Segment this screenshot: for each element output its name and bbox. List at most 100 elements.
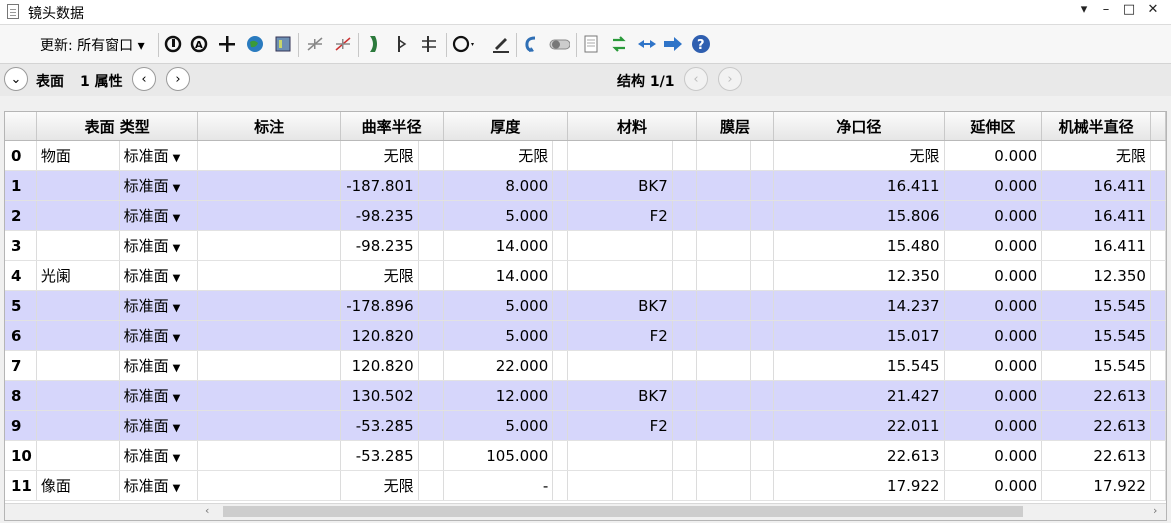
material-solve-cell[interactable] — [672, 410, 697, 441]
dropdown-arrow-icon[interactable]: ▼ — [172, 363, 181, 374]
next-surface-button[interactable]: › — [166, 67, 190, 91]
extra-cell[interactable] — [1150, 230, 1166, 261]
surface-type-select[interactable]: 标准面 ▼ — [119, 170, 199, 201]
mech-semi-dia-cell[interactable]: 无限 — [1041, 140, 1151, 171]
radius-solve-cell[interactable] — [418, 410, 444, 441]
column-header-comment[interactable]: 标注 — [197, 112, 341, 141]
table-row[interactable]: 9 标准面 ▼ -53.285 5.000 F2 22.011 0.000 22.613 — [5, 410, 1166, 441]
chip-zone-cell[interactable]: 0.000 — [944, 410, 1043, 441]
thickness-cell[interactable]: 14.000 — [443, 230, 554, 261]
radius-solve-cell[interactable] — [418, 320, 444, 351]
surface-type-select[interactable]: 标准面 ▼ — [119, 290, 199, 321]
mech-semi-dia-cell[interactable]: 15.545 — [1041, 320, 1151, 351]
dropdown-arrow-icon[interactable]: ▼ — [172, 393, 181, 404]
coating-solve-cell[interactable] — [750, 290, 775, 321]
clear-semi-dia-cell[interactable]: 15.545 — [773, 350, 945, 381]
surface-comment-name[interactable]: 光阑 — [36, 260, 120, 291]
surface-comment-name[interactable]: 像面 — [36, 470, 120, 501]
radius-solve-cell[interactable] — [418, 230, 444, 261]
coating-cell[interactable] — [696, 140, 752, 171]
undo-icon[interactable] — [520, 33, 542, 55]
surface-comment-name[interactable] — [36, 440, 120, 471]
lens-add-icon[interactable] — [304, 33, 326, 55]
coating-cell[interactable] — [696, 200, 752, 231]
coating-solve-cell[interactable] — [750, 440, 775, 471]
extra-cell[interactable] — [1150, 470, 1166, 501]
radius-cell[interactable]: -98.235 — [340, 230, 419, 261]
extra-cell[interactable] — [1150, 380, 1166, 411]
radius-solve-cell[interactable] — [418, 170, 444, 201]
sheet-icon[interactable] — [580, 33, 602, 55]
radius-solve-cell[interactable] — [418, 350, 444, 381]
chip-zone-cell[interactable]: 0.000 — [944, 170, 1043, 201]
chip-zone-cell[interactable]: 0.000 — [944, 470, 1043, 501]
material-cell[interactable] — [567, 350, 673, 381]
lens-remove-icon[interactable] — [332, 33, 354, 55]
map-icon[interactable] — [272, 33, 294, 55]
clear-semi-dia-cell[interactable]: 17.922 — [773, 470, 945, 501]
arrow-right-icon[interactable] — [662, 33, 684, 55]
thickness-cell[interactable]: - — [443, 470, 554, 501]
comment-cell[interactable] — [197, 200, 341, 231]
column-header-radius[interactable]: 曲率半径 — [340, 112, 444, 141]
coating-solve-cell[interactable] — [750, 140, 775, 171]
comment-cell[interactable] — [197, 440, 341, 471]
extra-cell[interactable] — [1150, 320, 1166, 351]
extra-cell[interactable] — [1150, 350, 1166, 381]
thickness-cell[interactable]: 8.000 — [443, 170, 554, 201]
material-cell[interactable]: F2 — [567, 320, 673, 351]
scroll-left-icon[interactable]: ‹ — [205, 504, 210, 517]
mech-semi-dia-cell[interactable]: 15.545 — [1041, 350, 1151, 381]
coating-solve-cell[interactable] — [750, 410, 775, 441]
mech-semi-dia-cell[interactable]: 15.545 — [1041, 290, 1151, 321]
comment-cell[interactable] — [197, 170, 341, 201]
thickness-cell[interactable]: 14.000 — [443, 260, 554, 291]
globe-icon[interactable] — [244, 33, 266, 55]
extra-cell[interactable] — [1150, 170, 1166, 201]
surface-comment-name[interactable] — [36, 350, 120, 381]
coating-cell[interactable] — [696, 440, 752, 471]
mech-semi-dia-cell[interactable]: 16.411 — [1041, 230, 1151, 261]
chip-zone-cell[interactable]: 0.000 — [944, 200, 1043, 231]
column-header-index[interactable] — [5, 112, 37, 141]
coating-solve-cell[interactable] — [750, 230, 775, 261]
column-header-surface-type[interactable]: 表面 类型 — [36, 112, 199, 141]
coating-cell[interactable] — [696, 350, 752, 381]
clear-semi-dia-cell[interactable]: 22.011 — [773, 410, 945, 441]
thickness-solve-cell[interactable] — [552, 320, 569, 351]
radius-solve-cell[interactable] — [418, 380, 444, 411]
thickness-cell[interactable]: 22.000 — [443, 350, 554, 381]
column-header-thickness[interactable]: 厚度 — [443, 112, 569, 141]
surface-type-select[interactable]: 标准面 ▼ — [119, 200, 199, 231]
table-row[interactable]: 8 标准面 ▼ 130.502 12.000 BK7 21.427 0.000 22.613 — [5, 380, 1166, 411]
material-solve-cell[interactable] — [672, 260, 697, 291]
coating-cell[interactable] — [696, 260, 752, 291]
crosshair-icon[interactable] — [216, 33, 238, 55]
minimize-button[interactable]: – — [1102, 2, 1110, 17]
radius-solve-cell[interactable] — [418, 200, 444, 231]
chip-zone-cell[interactable]: 0.000 — [944, 350, 1043, 381]
coating-cell[interactable] — [696, 470, 752, 501]
radius-cell[interactable]: 130.502 — [340, 380, 419, 411]
thickness-cell[interactable]: 12.000 — [443, 380, 554, 411]
clear-semi-dia-cell[interactable]: 14.237 — [773, 290, 945, 321]
comment-cell[interactable] — [197, 290, 341, 321]
dropdown-arrow-icon[interactable]: ▼ — [172, 273, 181, 284]
material-cell[interactable]: F2 — [567, 200, 673, 231]
surface-type-select[interactable]: 标准面 ▼ — [119, 470, 199, 501]
radius-cell[interactable]: -53.285 — [340, 410, 419, 441]
clear-semi-dia-cell[interactable]: 15.806 — [773, 200, 945, 231]
comment-cell[interactable] — [197, 320, 341, 351]
extra-cell[interactable] — [1150, 140, 1166, 171]
thickness-cell[interactable]: 5.000 — [443, 290, 554, 321]
column-header-clear-semi-dia[interactable]: 净口径 — [773, 112, 945, 141]
surface-type-select[interactable]: 标准面 ▼ — [119, 440, 199, 471]
thickness-solve-cell[interactable] — [552, 200, 569, 231]
mirror-icon[interactable] — [390, 33, 412, 55]
thickness-solve-cell[interactable] — [552, 470, 569, 501]
material-cell[interactable] — [567, 140, 673, 171]
thickness-solve-cell[interactable] — [552, 170, 569, 201]
clear-semi-dia-cell[interactable]: 15.480 — [773, 230, 945, 261]
update-dropdown[interactable]: 更新: 所有窗口 ▾ — [40, 38, 145, 54]
dropdown-arrow-icon[interactable]: ▼ — [172, 453, 181, 464]
